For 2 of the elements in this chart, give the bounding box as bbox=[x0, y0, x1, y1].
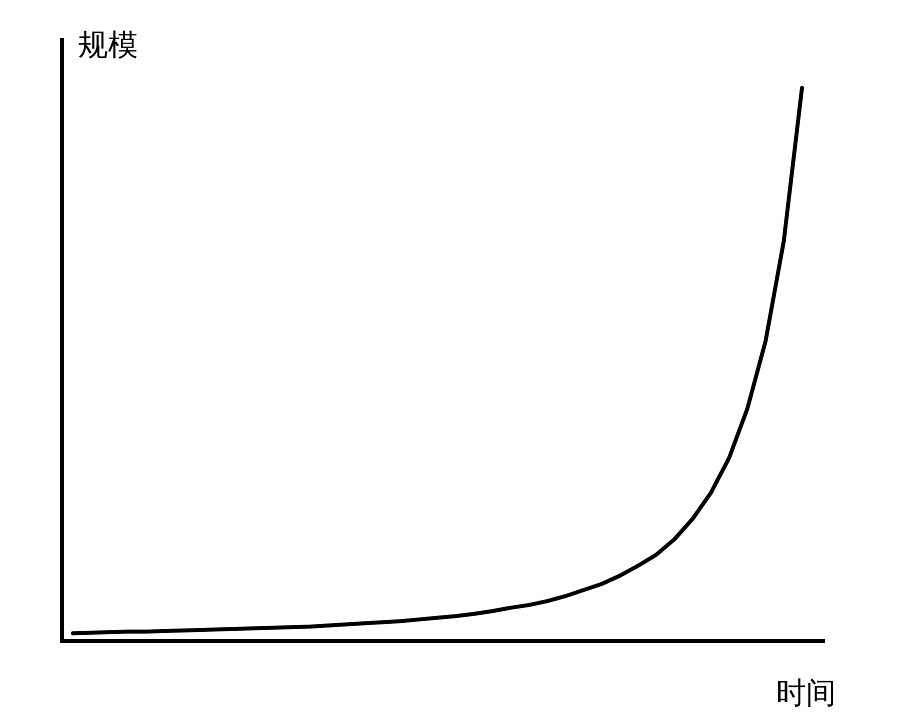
xlabel: 时间 bbox=[776, 676, 836, 711]
ylabel: 规模 bbox=[78, 28, 138, 63]
